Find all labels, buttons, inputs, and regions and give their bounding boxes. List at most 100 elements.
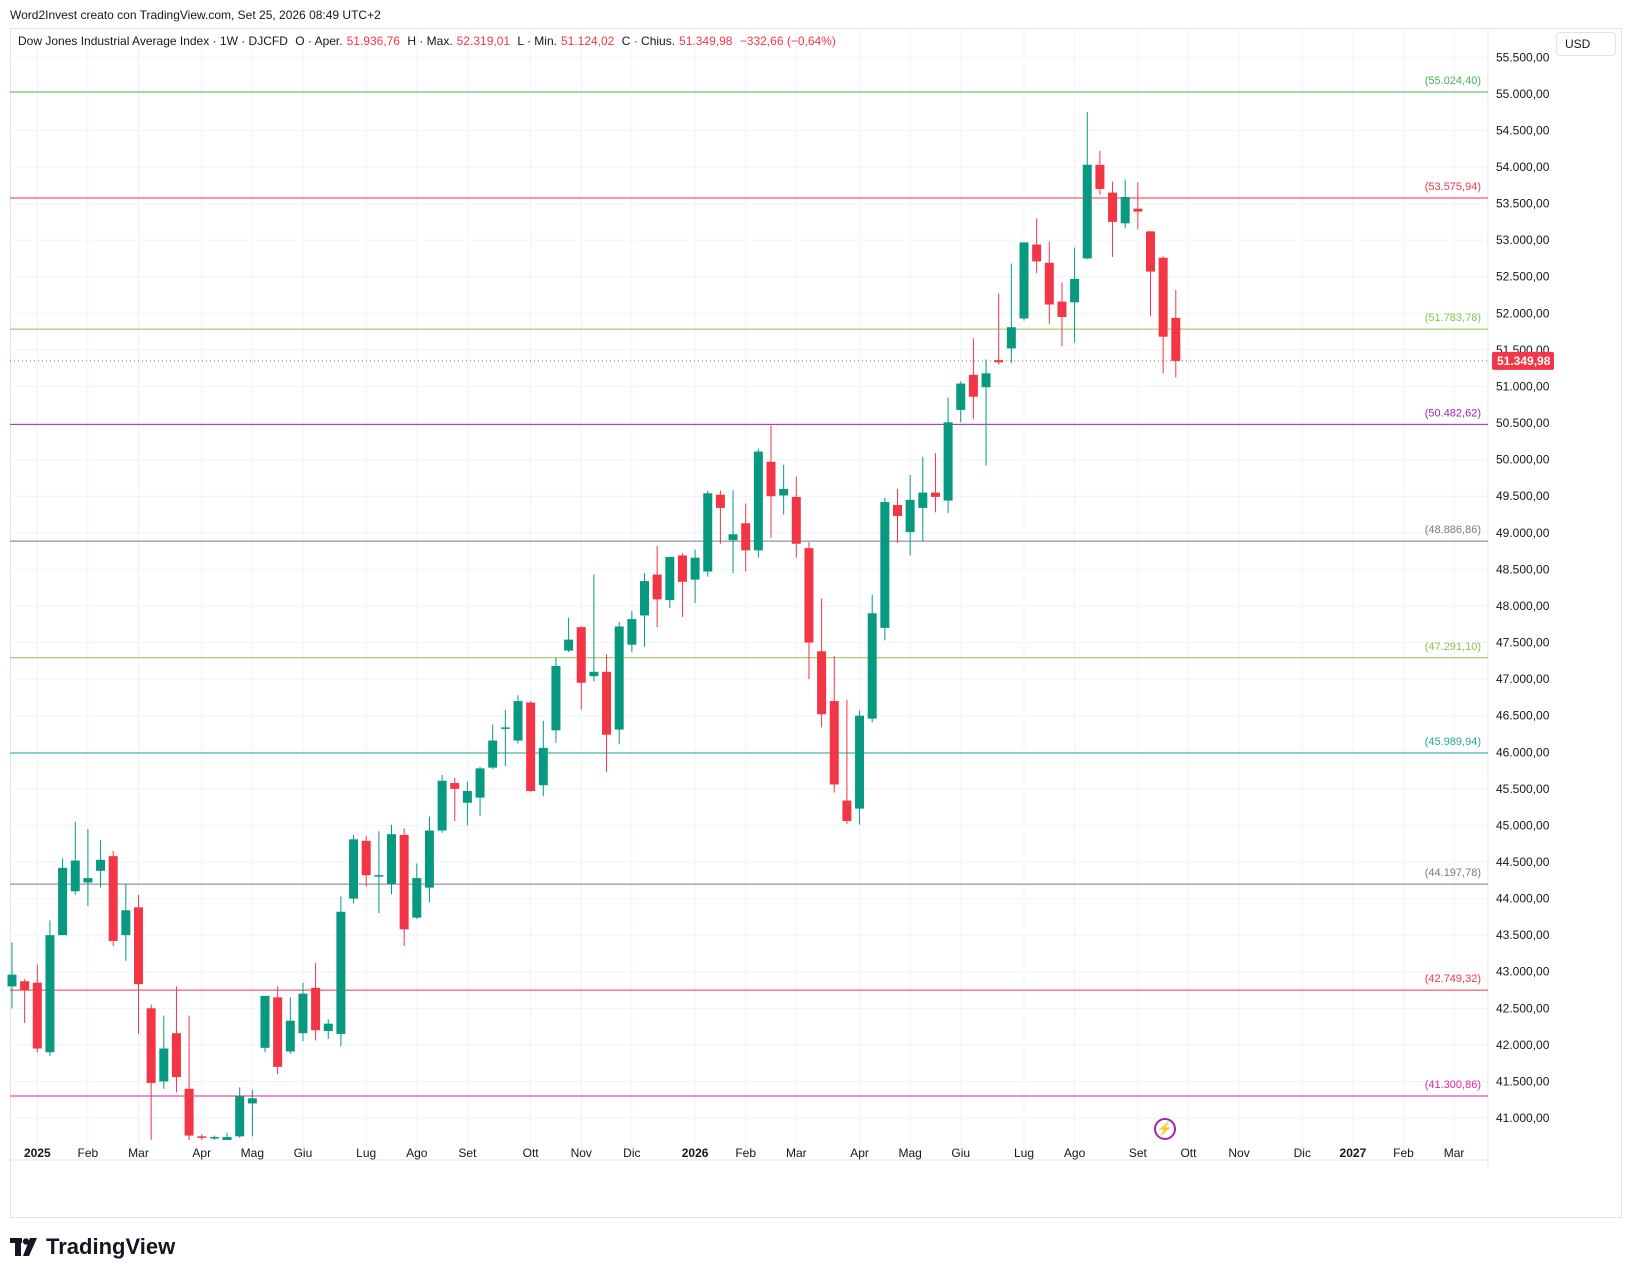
candle-body (184, 1088, 194, 1136)
candlestick-chart[interactable]: (55.024,40) (53.575,94) (51.783,78) (50.482… (0, 0, 1633, 1230)
time-tick-label: Giu (294, 1146, 313, 1160)
candle-body (58, 867, 68, 936)
candle-body (285, 1020, 295, 1052)
candle-body (298, 993, 308, 1034)
price-tick-label: 46.500,00 (1496, 709, 1550, 723)
time-tick-label: Nov (1228, 1146, 1249, 1160)
legend-high-value: 52.319,01 (456, 34, 511, 48)
candle-body (855, 715, 865, 809)
candle-body (1019, 242, 1029, 319)
price-tick-label: 55.000,00 (1496, 87, 1550, 101)
time-tick-label: Ago (406, 1146, 428, 1160)
candle-body (311, 987, 321, 1031)
price-tick-label: 53.500,00 (1496, 197, 1550, 211)
time-tick-label: Ott (523, 1146, 540, 1160)
level-label: (55.024,40) (1425, 75, 1481, 87)
lightning-icon[interactable]: ⚡ (1154, 1118, 1176, 1140)
candle-body (7, 974, 17, 987)
candle-body (1108, 192, 1118, 222)
candle-body (146, 1008, 156, 1083)
candle-body (589, 671, 599, 677)
price-tick-label: 47.000,00 (1496, 672, 1550, 686)
candle-body (1146, 231, 1155, 272)
candle-body (652, 574, 662, 600)
price-tick-label: 54.500,00 (1496, 123, 1550, 137)
candle-body (260, 995, 270, 1048)
price-tick-label: 44.500,00 (1496, 855, 1550, 869)
price-tick-label: 43.500,00 (1496, 928, 1550, 942)
price-tick-label: 51.000,00 (1496, 379, 1550, 393)
candle-body (475, 768, 485, 798)
candle-body (20, 981, 30, 991)
candle-body (1158, 257, 1168, 337)
currency-selector[interactable]: USD (1556, 32, 1616, 56)
time-tick-label: Apr (192, 1146, 211, 1160)
candle-body (349, 839, 359, 899)
candle-body (222, 1137, 232, 1140)
legend-open-label: O · Aper. (295, 34, 343, 48)
symbol-legend: Dow Jones Industrial Average Index · 1W … (18, 34, 840, 48)
level-label: (44.197,78) (1425, 867, 1481, 879)
price-tick-label: 46.000,00 (1496, 745, 1550, 759)
legend-open-value: 51.936,76 (346, 34, 400, 48)
candle-body (766, 461, 776, 497)
legend-high-label: H · Max. (407, 34, 453, 48)
time-tick-label: Apr (850, 1146, 869, 1160)
last-price-label: 51.349,98 (1497, 354, 1551, 368)
price-tick-label: 44.000,00 (1496, 892, 1550, 906)
candle-body (994, 360, 1004, 363)
candle-body (1082, 164, 1092, 259)
candle-body (134, 907, 143, 985)
tradingview-logo[interactable]: TradingView (10, 1234, 175, 1260)
level-label: (51.783,78) (1425, 312, 1481, 324)
price-tick-label: 48.500,00 (1496, 562, 1550, 576)
candle-body (70, 860, 80, 892)
candle-body (614, 626, 624, 730)
candle-body (956, 383, 966, 410)
time-tick-label: 2026 (682, 1146, 709, 1160)
level-label: (45.989,94) (1425, 736, 1481, 748)
candle-body (867, 613, 877, 719)
price-tick-label: 43.000,00 (1496, 965, 1550, 979)
candle-body (551, 665, 561, 731)
level-label: (50.482,62) (1425, 407, 1481, 419)
candle-body (323, 1023, 333, 1031)
candle-body (450, 782, 460, 789)
candle-body (96, 859, 106, 871)
candle-body (500, 727, 510, 729)
time-tick-label: Feb (735, 1146, 756, 1160)
chart-frame (10, 28, 1622, 1218)
time-tick-label: Ott (1180, 1146, 1197, 1160)
candle-body (791, 496, 801, 544)
candle-body (387, 834, 396, 884)
price-tick-label: 48.000,00 (1496, 599, 1550, 613)
candle-body (171, 1033, 181, 1078)
candle-body (817, 651, 827, 715)
candle-body (235, 1096, 245, 1137)
price-tick-label: 52.500,00 (1496, 270, 1550, 284)
price-tick-label: 41.000,00 (1496, 1111, 1550, 1125)
candle-body (1171, 317, 1181, 361)
time-tick-label: Mag (241, 1146, 264, 1160)
price-tick-label: 42.500,00 (1496, 1001, 1550, 1015)
candle-body (159, 1048, 169, 1082)
level-label: (53.575,94) (1425, 181, 1481, 193)
time-tick-label: Dic (623, 1146, 640, 1160)
candle-body (197, 1136, 207, 1138)
candle-body (399, 834, 409, 930)
time-tick-label: Set (458, 1146, 477, 1160)
legend-low-value: 51.124,02 (560, 34, 615, 48)
candle-body (83, 878, 93, 883)
legend-symbol[interactable]: Dow Jones Industrial Average Index · 1W … (18, 34, 288, 48)
candle-body (893, 504, 902, 516)
legend-low-label: L · Min. (517, 34, 557, 48)
candle-body (1006, 327, 1016, 349)
candle-body (918, 492, 928, 508)
candle-body (513, 701, 523, 741)
candle-body (209, 1137, 219, 1139)
level-label: (47.291,10) (1425, 641, 1481, 653)
candle-body (715, 494, 725, 508)
candle-body (665, 556, 675, 601)
candle-body (753, 451, 763, 551)
price-tick-label: 55.500,00 (1496, 50, 1550, 64)
